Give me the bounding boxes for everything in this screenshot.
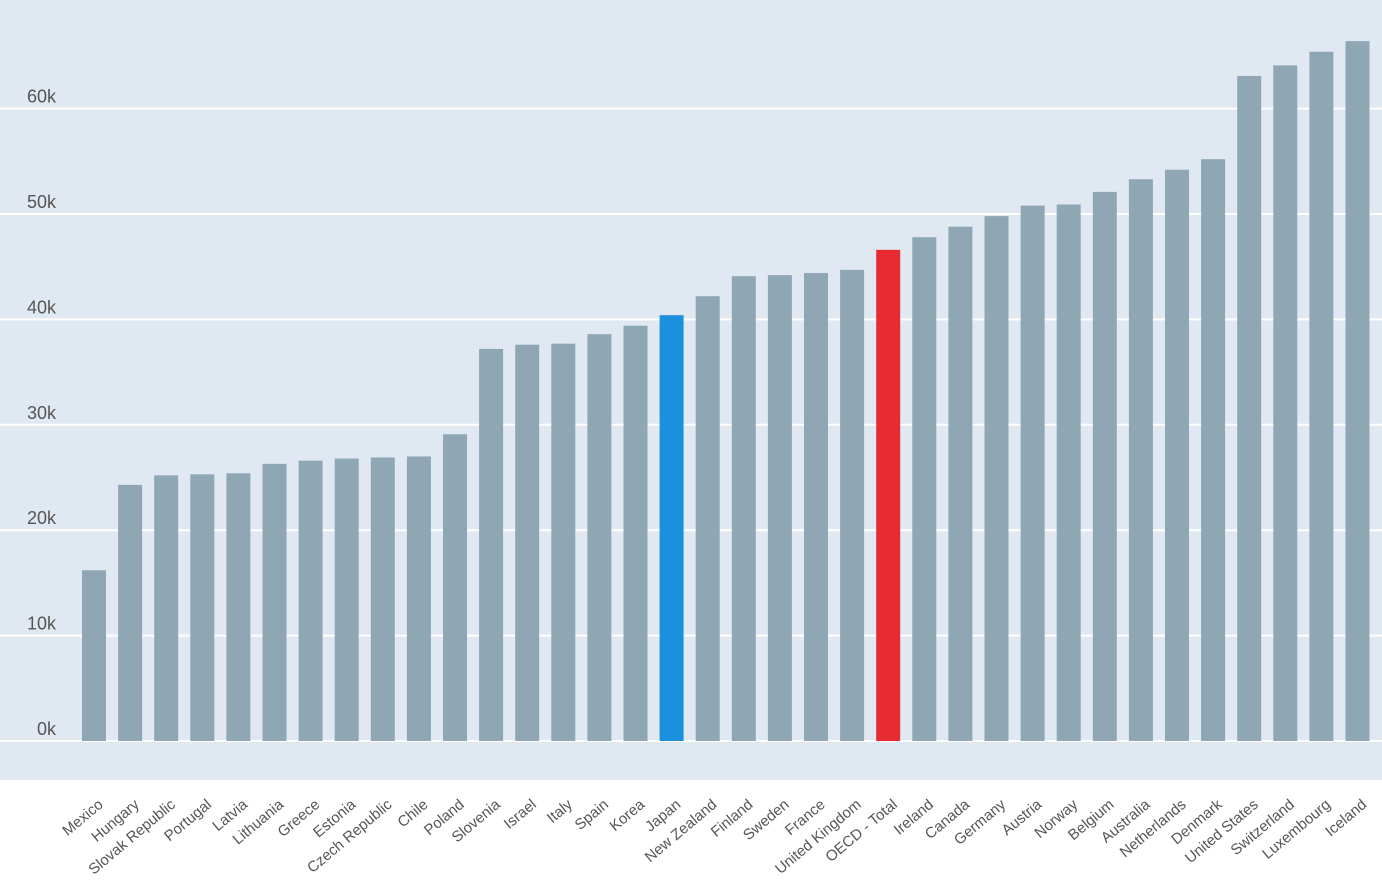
bars xyxy=(82,41,1370,742)
y-tick-label: 30k xyxy=(27,403,57,423)
x-tick-label: Spain xyxy=(572,796,612,834)
y-tick-label: 60k xyxy=(27,87,57,107)
bar xyxy=(82,570,106,741)
x-tick-label: Israel xyxy=(501,796,540,833)
y-tick-label: 50k xyxy=(27,192,57,212)
x-tick-label: Iceland xyxy=(1322,796,1370,840)
y-tick-label: 10k xyxy=(27,614,57,634)
bar xyxy=(876,249,901,741)
bar xyxy=(406,456,431,741)
bar xyxy=(1056,204,1081,741)
bar xyxy=(804,273,828,741)
bar xyxy=(370,457,395,741)
bar xyxy=(984,216,1009,741)
bar xyxy=(1237,75,1262,741)
bar xyxy=(1128,179,1153,741)
bar xyxy=(948,226,973,741)
bar xyxy=(1092,191,1117,742)
bar xyxy=(912,237,937,742)
bar xyxy=(1309,51,1334,741)
bar xyxy=(154,475,179,741)
bar xyxy=(731,276,756,741)
bar xyxy=(226,473,251,741)
bar xyxy=(1165,169,1189,741)
bar xyxy=(551,343,576,741)
bar xyxy=(479,348,504,741)
bar xyxy=(767,275,792,741)
bar xyxy=(443,434,467,741)
bar xyxy=(298,460,323,741)
bar xyxy=(334,458,359,741)
bar xyxy=(587,334,612,741)
bar xyxy=(1345,41,1370,742)
y-tick-label: 0k xyxy=(37,719,57,739)
y-axis: 0k 10k 20k 30k 40k 50k 60k xyxy=(27,87,57,739)
y-tick-label: 20k xyxy=(27,508,57,528)
bar xyxy=(695,296,720,741)
bar xyxy=(659,315,684,741)
bar xyxy=(1020,205,1045,741)
bar xyxy=(1273,65,1298,742)
bar xyxy=(515,344,540,741)
bar xyxy=(190,474,215,741)
bar xyxy=(623,325,648,741)
x-tick-label: Korea xyxy=(606,796,648,835)
y-tick-label: 40k xyxy=(27,297,57,317)
bar xyxy=(262,463,287,741)
bar xyxy=(118,484,143,741)
bar xyxy=(840,269,865,741)
x-tick-label: Italy xyxy=(544,796,576,827)
bar xyxy=(1201,159,1226,741)
